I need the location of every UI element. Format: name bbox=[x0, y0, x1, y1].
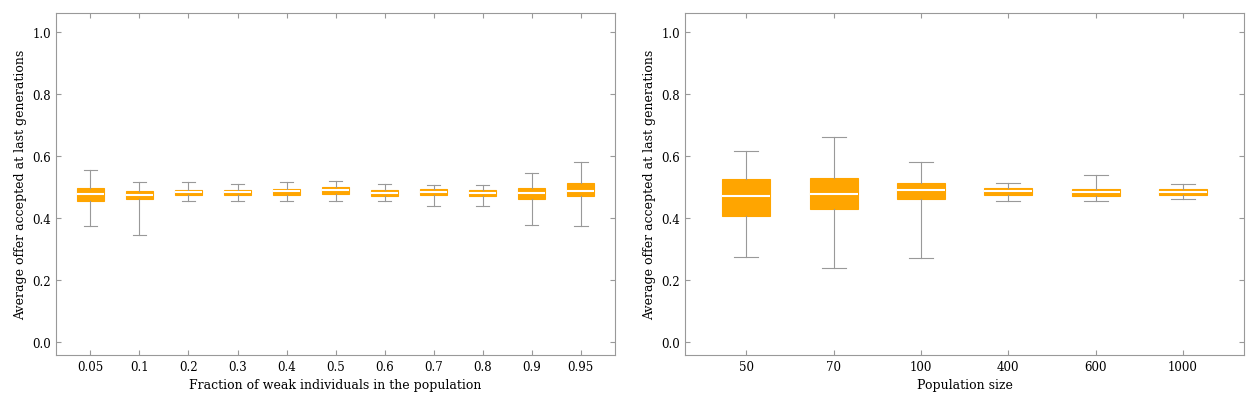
PathPatch shape bbox=[1072, 189, 1120, 196]
PathPatch shape bbox=[567, 184, 594, 197]
X-axis label: Population size: Population size bbox=[917, 378, 1013, 391]
PathPatch shape bbox=[371, 191, 398, 196]
PathPatch shape bbox=[1159, 190, 1206, 196]
X-axis label: Fraction of weak individuals in the population: Fraction of weak individuals in the popu… bbox=[190, 378, 482, 391]
Y-axis label: Average offer accepted at last generations: Average offer accepted at last generatio… bbox=[14, 49, 26, 319]
PathPatch shape bbox=[77, 189, 104, 201]
PathPatch shape bbox=[175, 190, 203, 196]
PathPatch shape bbox=[722, 180, 770, 217]
PathPatch shape bbox=[126, 192, 153, 199]
PathPatch shape bbox=[224, 190, 252, 196]
PathPatch shape bbox=[897, 184, 945, 199]
Y-axis label: Average offer accepted at last generations: Average offer accepted at last generatio… bbox=[643, 49, 655, 319]
PathPatch shape bbox=[518, 188, 545, 200]
PathPatch shape bbox=[322, 188, 348, 195]
PathPatch shape bbox=[273, 189, 299, 196]
PathPatch shape bbox=[984, 189, 1033, 195]
PathPatch shape bbox=[469, 191, 496, 196]
PathPatch shape bbox=[420, 190, 447, 196]
PathPatch shape bbox=[810, 178, 858, 209]
